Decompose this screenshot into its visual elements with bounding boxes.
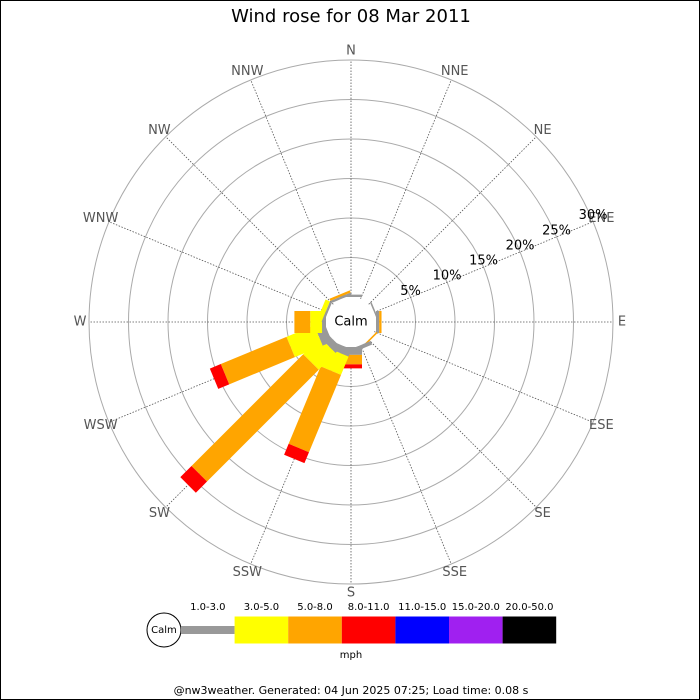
direction-label: NNW bbox=[231, 64, 263, 79]
direction-label: SSE bbox=[442, 565, 467, 580]
calm-circle bbox=[326, 297, 376, 347]
grid-ring bbox=[167, 138, 535, 506]
direction-label: ENE bbox=[588, 211, 614, 226]
legend-label: 8.0-11.0 bbox=[348, 602, 390, 613]
bar-segment bbox=[286, 325, 323, 358]
bar-segment bbox=[191, 354, 319, 482]
ring-label: 10% bbox=[433, 269, 462, 284]
bar-segment bbox=[330, 292, 352, 304]
legend-calm-label: Calm bbox=[151, 625, 177, 636]
legend-label: 11.0-15.0 bbox=[398, 602, 446, 613]
ring-label: 25% bbox=[542, 223, 571, 238]
legend-swatch bbox=[181, 626, 235, 634]
bar-segment bbox=[329, 290, 351, 301]
direction-label: SE bbox=[534, 506, 550, 521]
direction-label: WNW bbox=[83, 211, 119, 226]
direction-label: E bbox=[618, 315, 626, 330]
footer: @nw3weather. Generated: 04 Jun 2025 07:2… bbox=[174, 684, 529, 697]
direction-label: WSW bbox=[84, 418, 118, 433]
bar-segment bbox=[180, 465, 208, 493]
bar-segment bbox=[209, 364, 230, 389]
bar-segment bbox=[294, 311, 311, 333]
spoke bbox=[250, 79, 342, 300]
bar-segment bbox=[379, 311, 382, 333]
legend-swatch bbox=[288, 616, 342, 644]
bar-segment bbox=[317, 299, 330, 322]
spoke bbox=[165, 136, 334, 305]
grid-ring bbox=[128, 99, 574, 545]
direction-label: NW bbox=[148, 123, 171, 138]
legend-swatch bbox=[502, 616, 557, 644]
direction-label: SW bbox=[149, 506, 170, 521]
legend-label: 1.0-3.0 bbox=[190, 602, 225, 613]
legend-label: 20.0-50.0 bbox=[505, 602, 553, 613]
legend-swatch bbox=[395, 616, 449, 644]
spoke bbox=[368, 136, 537, 305]
spoke bbox=[108, 221, 329, 313]
ring-label: 30% bbox=[579, 208, 608, 223]
bar-segment bbox=[284, 443, 309, 464]
direction-label: S bbox=[347, 586, 355, 601]
direction-label: ESE bbox=[589, 418, 614, 433]
bar-segment bbox=[376, 311, 380, 333]
spoke bbox=[360, 79, 452, 300]
legend-label: 5.0-8.0 bbox=[297, 602, 332, 613]
bar-segment bbox=[340, 364, 362, 369]
legend-swatch bbox=[234, 616, 289, 644]
ring-label: 5% bbox=[400, 284, 421, 299]
direction-label: NNE bbox=[441, 64, 469, 79]
bar-segment bbox=[288, 366, 342, 453]
bar-segment bbox=[321, 301, 333, 323]
spoke bbox=[373, 221, 594, 313]
bar-segment bbox=[303, 337, 336, 370]
direction-label: W bbox=[74, 315, 87, 330]
direction-label: NE bbox=[534, 123, 552, 138]
spoke bbox=[360, 344, 452, 565]
spoke bbox=[368, 339, 537, 508]
grid-ring bbox=[88, 59, 614, 585]
bar-segment bbox=[220, 336, 295, 385]
unit-label: mph bbox=[340, 650, 362, 661]
direction-label: SSW bbox=[233, 565, 263, 580]
spoke bbox=[373, 331, 594, 423]
legend-label: 3.0-5.0 bbox=[244, 602, 279, 613]
legend-label: 15.0-20.0 bbox=[452, 602, 500, 613]
legend-swatch bbox=[341, 616, 396, 644]
chart-title: Wind rose for 08 Mar 2011 bbox=[231, 6, 471, 27]
legend-swatch bbox=[449, 616, 503, 644]
ring-label: 15% bbox=[469, 254, 498, 269]
ring-label: 20% bbox=[506, 238, 535, 253]
direction-label: N bbox=[346, 44, 356, 59]
calm-label: Calm bbox=[334, 315, 367, 330]
